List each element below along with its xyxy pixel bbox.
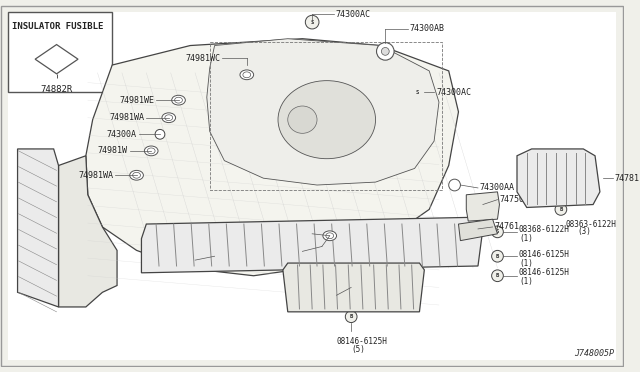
Circle shape bbox=[346, 311, 357, 323]
Circle shape bbox=[555, 189, 567, 201]
Text: 74300AC: 74300AC bbox=[335, 10, 371, 19]
Circle shape bbox=[411, 86, 424, 99]
Text: (5): (5) bbox=[351, 345, 365, 355]
Polygon shape bbox=[58, 156, 117, 307]
Text: B: B bbox=[559, 207, 563, 212]
Text: S: S bbox=[496, 230, 499, 234]
Text: S: S bbox=[310, 20, 314, 25]
Text: (1): (1) bbox=[519, 277, 533, 286]
Circle shape bbox=[155, 129, 165, 139]
Bar bbox=[210, 42, 442, 190]
Text: B: B bbox=[496, 254, 499, 259]
Circle shape bbox=[492, 250, 503, 262]
Text: 74781: 74781 bbox=[614, 174, 639, 183]
Ellipse shape bbox=[243, 72, 251, 78]
Ellipse shape bbox=[278, 81, 376, 159]
Ellipse shape bbox=[132, 172, 140, 178]
Ellipse shape bbox=[165, 115, 173, 121]
Text: S: S bbox=[416, 90, 419, 95]
Polygon shape bbox=[17, 149, 58, 307]
Polygon shape bbox=[467, 192, 499, 221]
Text: 74300A: 74300A bbox=[107, 130, 136, 139]
Ellipse shape bbox=[326, 233, 333, 239]
Ellipse shape bbox=[175, 97, 182, 103]
Ellipse shape bbox=[162, 113, 175, 123]
Text: B: B bbox=[496, 273, 499, 278]
Circle shape bbox=[348, 243, 355, 250]
Circle shape bbox=[492, 226, 503, 238]
Circle shape bbox=[265, 248, 271, 255]
Text: 74981WA: 74981WA bbox=[109, 113, 145, 122]
Circle shape bbox=[397, 240, 403, 247]
Polygon shape bbox=[458, 219, 497, 241]
Ellipse shape bbox=[147, 148, 155, 154]
Polygon shape bbox=[283, 263, 424, 312]
Text: 74981WF: 74981WF bbox=[275, 227, 310, 235]
Text: (3): (3) bbox=[577, 227, 591, 236]
Bar bbox=[8, 12, 112, 92]
Text: (1): (1) bbox=[519, 234, 533, 243]
Circle shape bbox=[221, 253, 228, 260]
Text: 74300AC: 74300AC bbox=[436, 88, 471, 97]
Ellipse shape bbox=[130, 170, 143, 180]
Text: 74981WC: 74981WC bbox=[186, 54, 220, 63]
Polygon shape bbox=[141, 217, 483, 273]
Ellipse shape bbox=[172, 95, 186, 105]
Polygon shape bbox=[517, 149, 600, 208]
Text: 74754+A: 74754+A bbox=[266, 247, 300, 256]
Text: 08146-6125H: 08146-6125H bbox=[519, 268, 570, 277]
Text: 74300AA: 74300AA bbox=[480, 183, 515, 192]
Circle shape bbox=[305, 15, 319, 29]
Text: B: B bbox=[349, 285, 353, 290]
Text: (1): (1) bbox=[519, 259, 533, 267]
Text: 74981WA: 74981WA bbox=[78, 171, 113, 180]
Text: S: S bbox=[559, 192, 563, 197]
Text: 74981WE: 74981WE bbox=[119, 96, 154, 105]
Circle shape bbox=[555, 203, 567, 215]
Text: 74761: 74761 bbox=[495, 222, 520, 231]
Text: INSULATOR FUSIBLE: INSULATOR FUSIBLE bbox=[12, 22, 103, 31]
Text: 74750B: 74750B bbox=[305, 293, 335, 302]
Text: 08146-6125H: 08146-6125H bbox=[337, 337, 387, 346]
Circle shape bbox=[492, 270, 503, 282]
Circle shape bbox=[381, 48, 389, 55]
Polygon shape bbox=[207, 39, 439, 185]
Text: 08363-6122H: 08363-6122H bbox=[566, 219, 617, 228]
Circle shape bbox=[449, 179, 460, 191]
Circle shape bbox=[376, 43, 394, 60]
Polygon shape bbox=[86, 39, 458, 276]
Text: 74750J: 74750J bbox=[499, 195, 529, 204]
Text: J748005P: J748005P bbox=[575, 349, 614, 358]
Ellipse shape bbox=[288, 106, 317, 133]
Text: 08368-6122H: 08368-6122H bbox=[519, 225, 570, 234]
Text: 74300AB: 74300AB bbox=[410, 25, 445, 33]
Circle shape bbox=[346, 282, 357, 293]
Text: 08146-6125H: 08146-6125H bbox=[519, 250, 570, 259]
Text: 74981W: 74981W bbox=[98, 147, 128, 155]
Text: 74754: 74754 bbox=[168, 257, 193, 267]
Ellipse shape bbox=[240, 70, 253, 80]
Ellipse shape bbox=[323, 231, 337, 241]
Text: B: B bbox=[349, 314, 353, 319]
Ellipse shape bbox=[145, 146, 158, 156]
Text: 74882R: 74882R bbox=[40, 84, 73, 93]
